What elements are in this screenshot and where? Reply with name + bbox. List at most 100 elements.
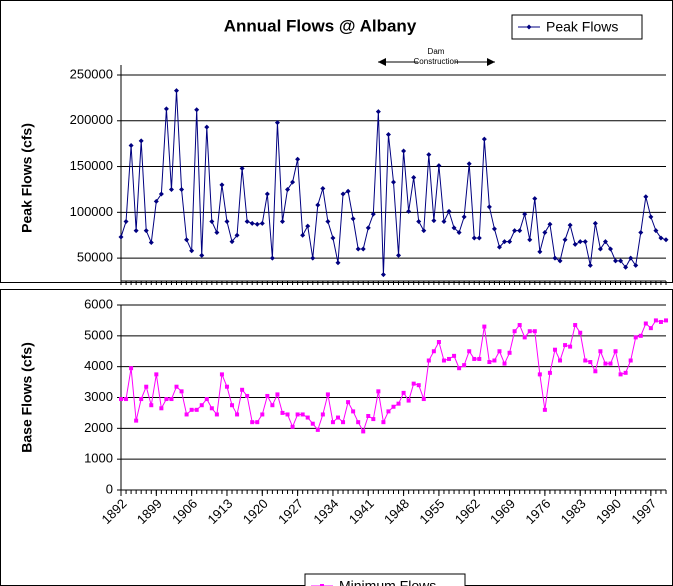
point [441,358,446,363]
point [542,407,547,412]
point [386,409,391,414]
point [240,387,245,392]
point [618,258,624,264]
point [486,204,492,210]
point [370,211,376,217]
point [346,400,351,405]
point [416,383,421,388]
point [310,255,316,261]
point [219,372,224,377]
point [441,218,447,224]
point [134,418,139,423]
point [340,191,346,197]
point [431,218,437,224]
y-tick-label: 250000 [70,66,113,81]
point [507,350,512,355]
point [179,389,184,394]
point [158,191,164,197]
point [295,156,301,162]
point [320,186,326,192]
point [436,340,441,344]
point [234,232,240,238]
point [436,163,442,169]
point [658,319,663,324]
annotation: Construction [414,57,459,66]
point [467,349,472,354]
point [245,393,250,398]
point [118,234,124,240]
point [371,417,376,422]
point [270,403,275,408]
point [300,232,306,238]
point [189,407,194,412]
point [366,414,371,418]
y-tick-label: 1000 [84,451,113,466]
point [477,356,482,361]
point [163,106,169,112]
point [184,412,189,417]
point [169,397,174,402]
point [235,412,240,417]
point [320,412,325,417]
point [139,397,144,402]
point [562,237,568,243]
point [608,361,613,366]
point [244,218,250,224]
point [239,165,245,171]
point [593,369,598,374]
point [502,361,507,366]
point [255,420,260,425]
point [385,132,391,138]
point [471,235,477,241]
y-tick-label: 100000 [70,204,113,219]
point [194,407,199,412]
point [522,211,528,217]
point [305,223,311,229]
point [481,136,487,142]
point [204,397,209,402]
point [149,403,154,408]
point [325,218,331,224]
point [623,370,628,375]
point [583,358,588,363]
point [335,260,341,266]
point [421,397,426,402]
y-tick-label: 2000 [84,420,113,435]
point [532,196,538,202]
point [204,124,210,130]
point [572,241,578,247]
point [558,358,563,363]
legend-box [304,573,466,586]
point [260,412,265,417]
y-axis-label: Base Flows (cfs) [19,342,35,452]
point [341,420,346,425]
point [557,258,563,264]
point [598,349,603,354]
point [426,358,431,363]
point [315,427,320,432]
point [577,239,583,245]
point [416,218,422,224]
point [330,235,336,241]
point [638,333,643,338]
point [356,420,361,425]
point [214,412,219,417]
point [623,264,629,270]
point [582,239,588,245]
bottom-panel [0,289,673,586]
point [274,120,280,126]
y-tick-label: 200000 [70,112,113,127]
point [552,255,558,261]
point [396,252,402,258]
y-tick-label: 6000 [84,296,113,311]
point [431,349,436,354]
point [648,326,653,331]
point [447,356,452,361]
point [264,191,270,197]
point [401,390,406,395]
point [335,415,340,420]
point [143,228,149,234]
point [452,353,457,358]
legend-marker [320,584,324,586]
